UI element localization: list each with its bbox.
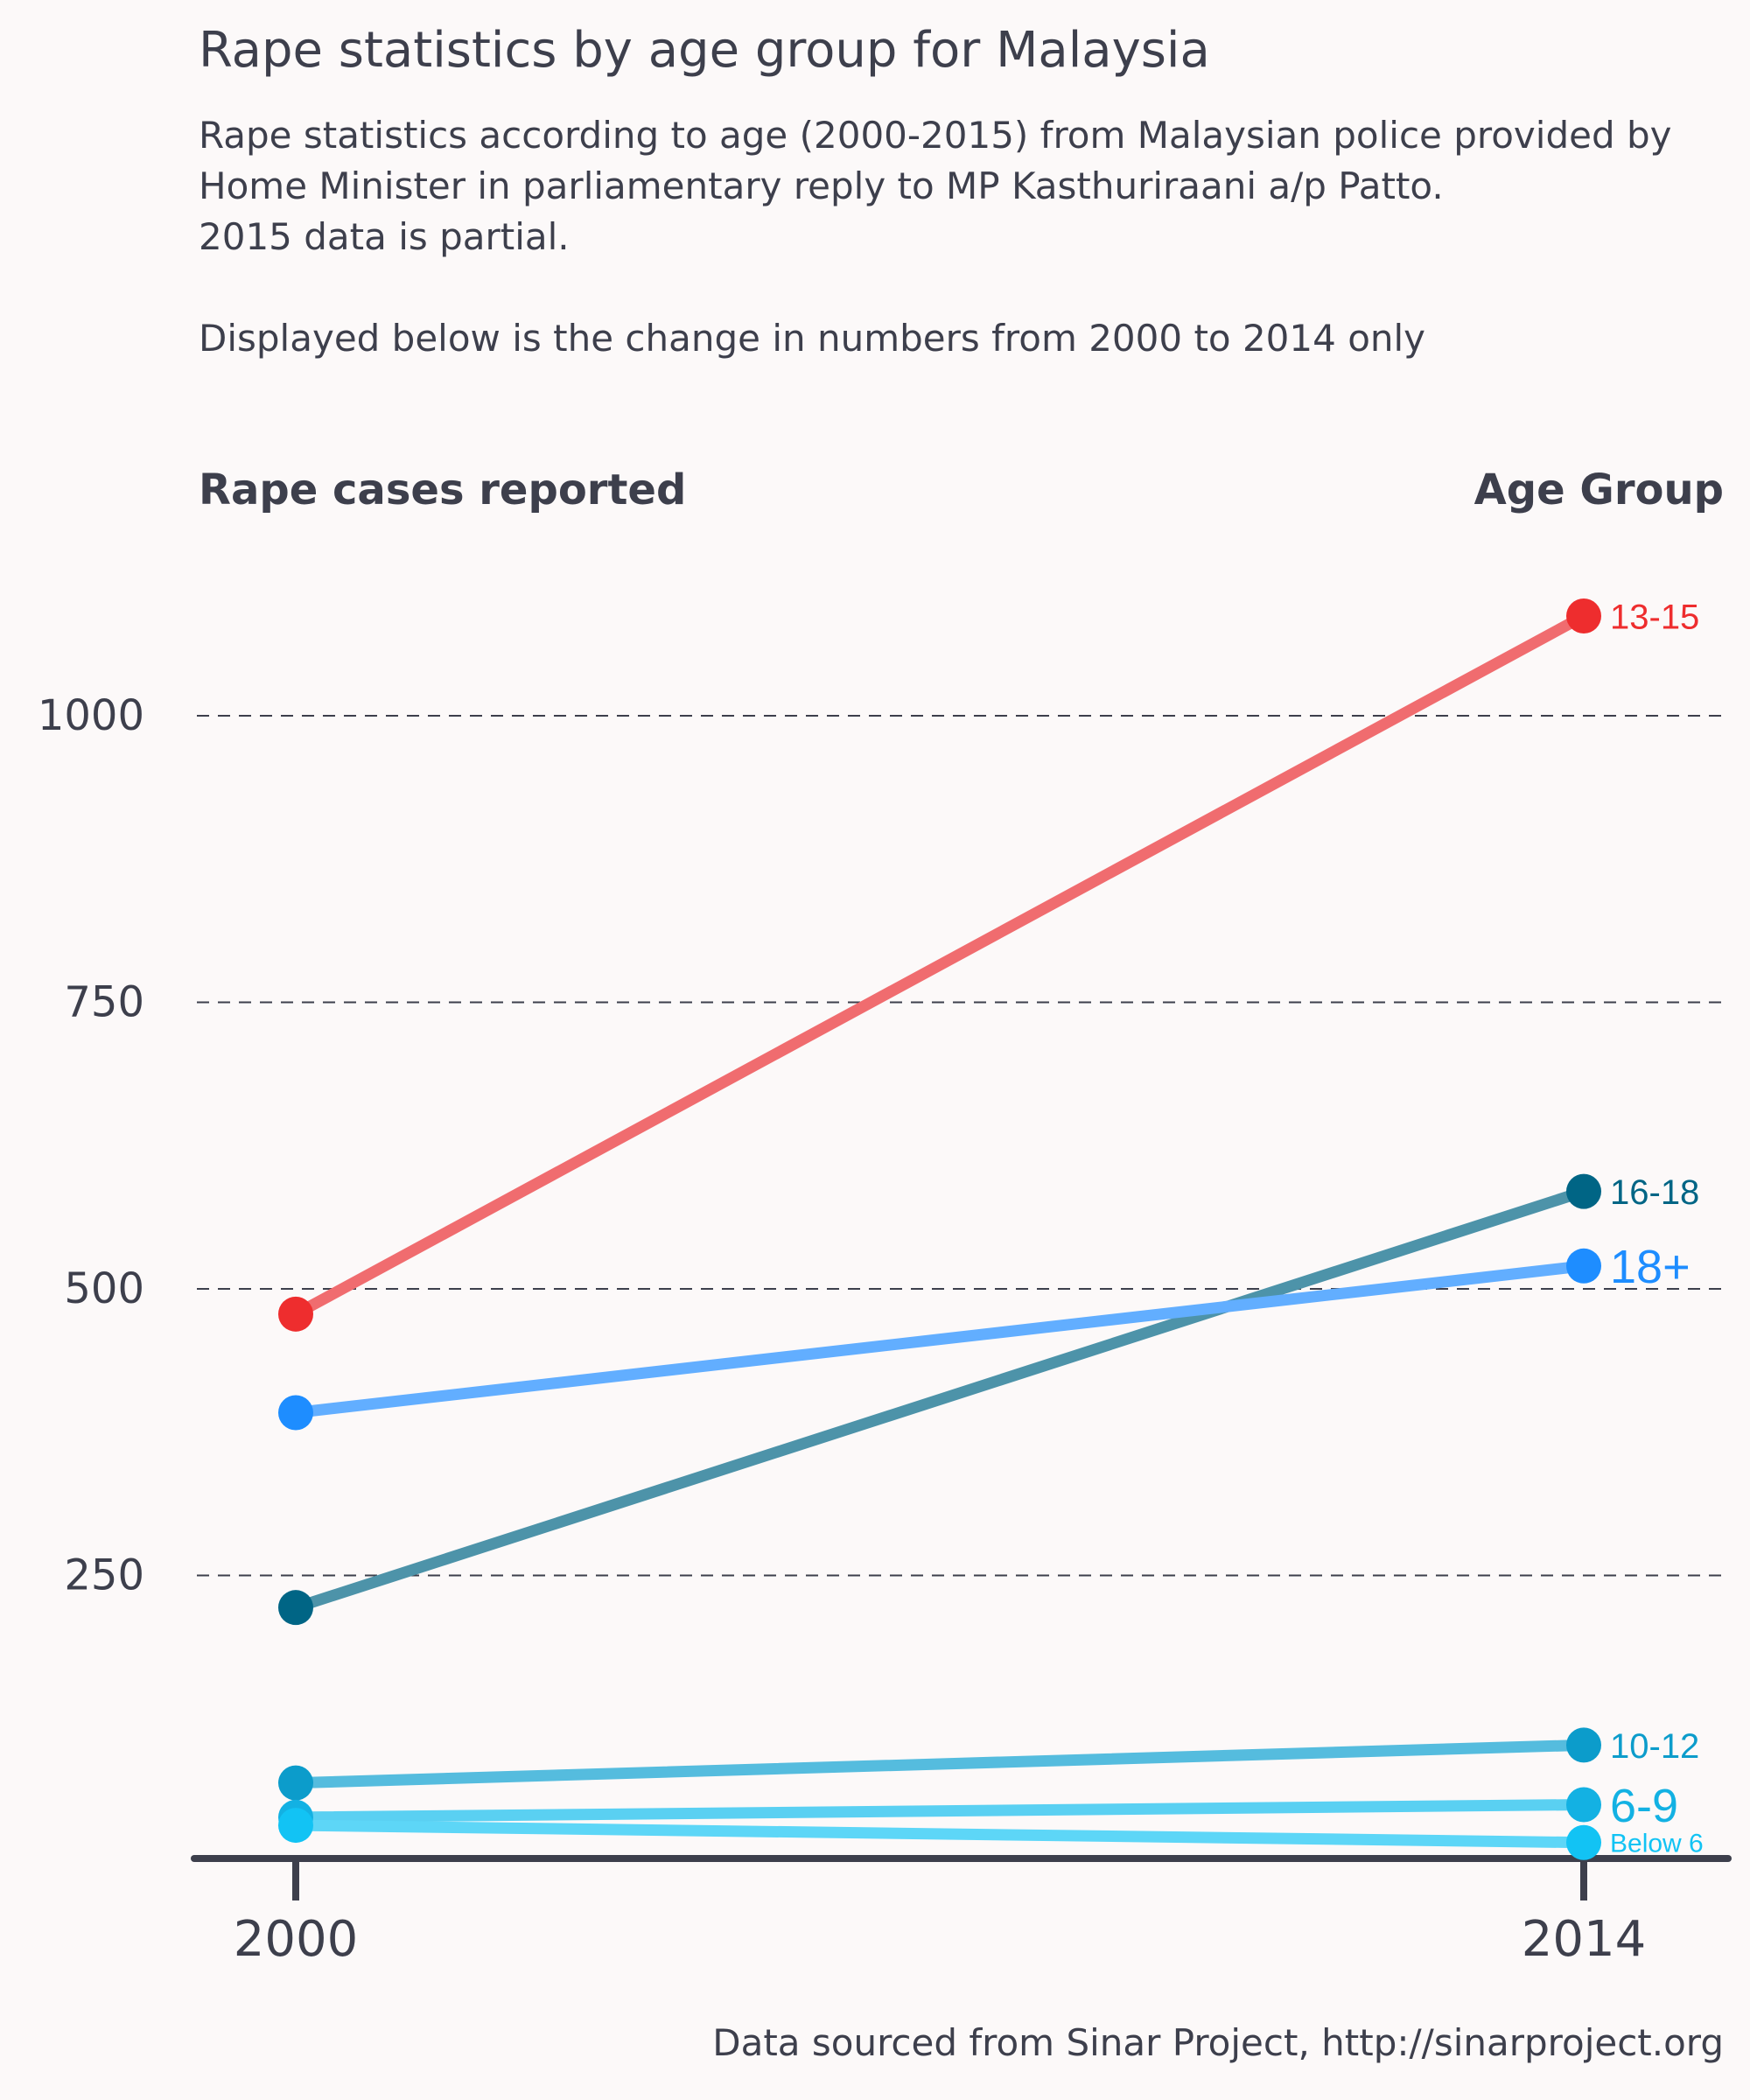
y-tick-label-250: 250 — [64, 1551, 144, 1600]
data-point-10-12-2014 — [1566, 1727, 1601, 1763]
series-line-13-15 — [290, 610, 1590, 1320]
data-point-6-9-2014 — [1566, 1787, 1601, 1823]
data-point-13-15-2000 — [278, 1296, 313, 1332]
series-line-18- — [290, 1260, 1590, 1418]
subtitle-line-2: Home Minister in parliamentary reply to … — [199, 164, 1444, 207]
source-note: Data sourced from Sinar Project, http://… — [712, 2021, 1724, 2064]
subtitle-line-1: Rape statistics according to age (2000-2… — [199, 114, 1672, 157]
subtitle-line-3: 2015 data is partial. — [199, 215, 570, 258]
data-point-13-15-2014 — [1566, 598, 1601, 634]
y-tick-label-1000: 1000 — [38, 691, 144, 740]
x-tick-label-2000: 2000 — [234, 1911, 359, 1968]
y-tick-label-750: 750 — [64, 978, 144, 1027]
y-axis-header: Rape cases reported — [199, 466, 687, 514]
data-point-18--2014 — [1566, 1248, 1601, 1284]
series-label-below-6: Below 6 — [1610, 1830, 1704, 1858]
series-line-below-6 — [290, 1819, 1590, 1849]
subtitle-note: Displayed below is the change in numbers… — [199, 317, 1426, 360]
chart-title: Rape statistics by age group for Malaysi… — [199, 22, 1210, 79]
series-label-18-: 18+ — [1610, 1241, 1690, 1293]
series-line-10-12 — [290, 1739, 1590, 1789]
series-line-6-9 — [290, 1799, 1590, 1824]
y-tick-label-500: 500 — [64, 1264, 144, 1313]
data-point-below-6-2000 — [278, 1808, 313, 1844]
series-line-16-18 — [290, 1186, 1590, 1614]
chart-subtitle: Rape statistics according to age (2000-2… — [199, 110, 1672, 364]
series-label-6-9: 6-9 — [1610, 1780, 1678, 1832]
x-tick-label-2014: 2014 — [1522, 1911, 1647, 1968]
data-point-16-18-2000 — [278, 1590, 313, 1626]
series-label-16-18: 16-18 — [1610, 1173, 1699, 1212]
series-label-13-15: 13-15 — [1610, 598, 1699, 636]
legend-header: Age Group — [1474, 466, 1724, 514]
series-label-10-12: 10-12 — [1610, 1727, 1699, 1766]
data-point-10-12-2000 — [278, 1765, 313, 1801]
data-point-16-18-2014 — [1566, 1173, 1601, 1209]
data-point-below-6-2014 — [1566, 1824, 1601, 1860]
data-point-18--2000 — [278, 1395, 313, 1431]
